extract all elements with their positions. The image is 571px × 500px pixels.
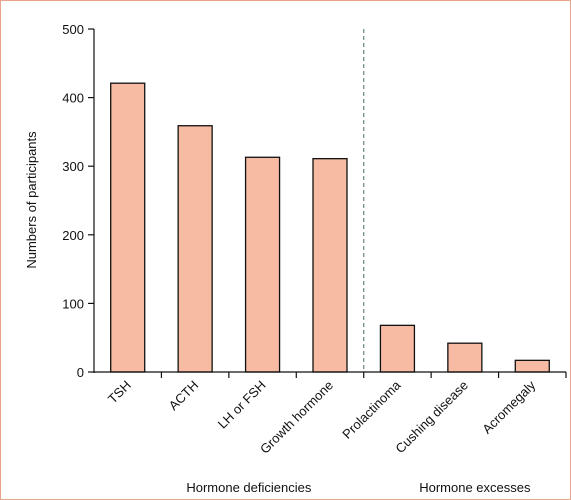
x-tick-label: Cushing disease <box>392 378 471 457</box>
y-axis: 0 100 200 300 400 500 <box>62 22 95 380</box>
bar-acromegaly <box>514 359 550 373</box>
x-tick-label: Prolactinoma <box>339 377 404 442</box>
bar-tsh <box>110 82 146 373</box>
y-tick-label: 0 <box>77 365 84 380</box>
y-tick-label: 300 <box>62 159 84 174</box>
y-tick-label: 100 <box>62 296 84 311</box>
x-tick-label: Growth hormone <box>257 378 336 457</box>
bar-cushing-disease <box>447 342 483 373</box>
bar-growth-hormone <box>312 158 348 373</box>
y-tick-label: 500 <box>62 22 84 37</box>
y-tick-label: 400 <box>62 91 84 106</box>
bar-acth <box>177 125 213 373</box>
bar-prolactinoma <box>379 324 416 373</box>
group-label-excesses: Hormone excesses <box>419 480 531 495</box>
bar-lh-or-fsh <box>244 156 281 373</box>
x-tick-label: Acromegaly <box>479 377 538 436</box>
bars <box>110 82 550 373</box>
x-tick-label: LH or FSH <box>215 378 269 432</box>
x-tick-label: TSH <box>105 378 134 407</box>
y-axis-label: Numbers of participants <box>24 131 39 269</box>
x-tick-label: ACTH <box>166 378 202 414</box>
y-tick-label: 200 <box>62 228 84 243</box>
group-label-deficiencies: Hormone deficiencies <box>186 480 312 495</box>
